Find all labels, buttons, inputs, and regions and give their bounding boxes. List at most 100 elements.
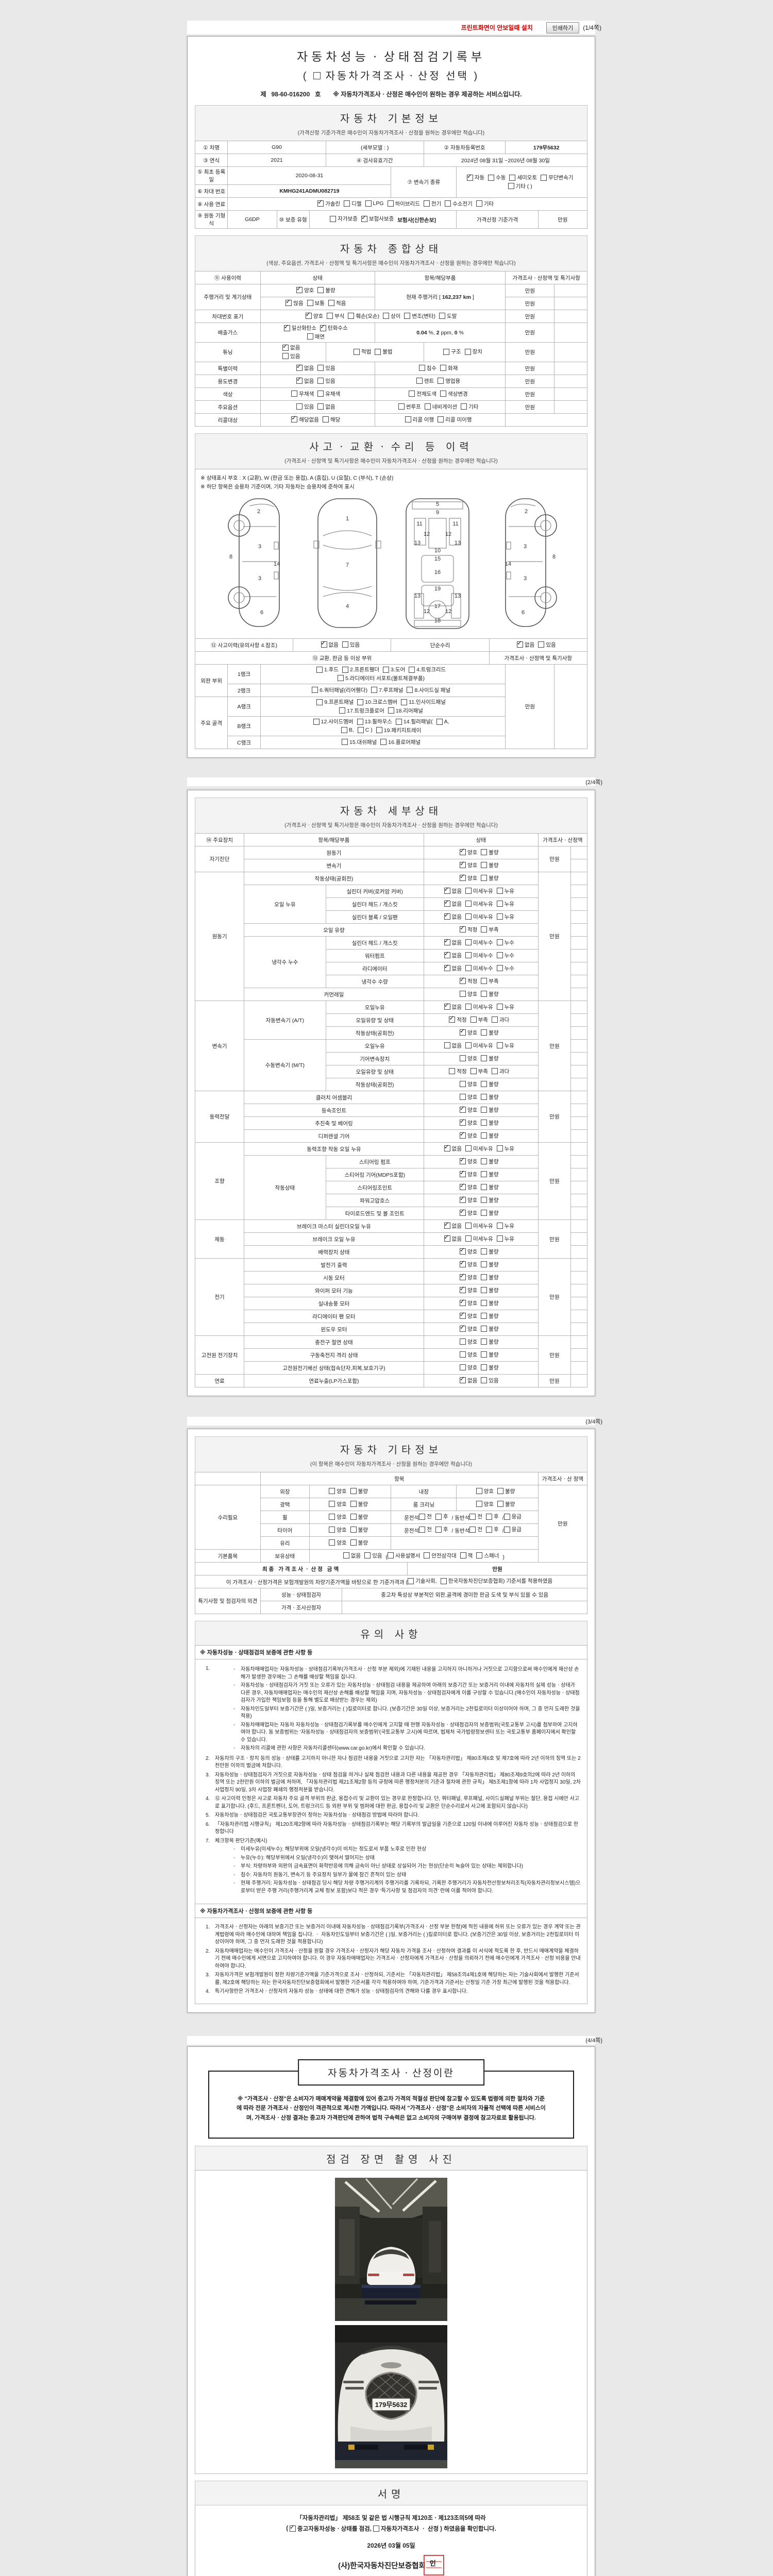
checkbox-option[interactable]: 도말 [439,312,457,320]
checkbox-checked-icon[interactable] [459,976,466,985]
checkbox-option[interactable]: 변조(변타) [404,312,435,320]
checkbox-option[interactable]: 유채색 [317,390,340,398]
checkbox-option[interactable]: 미세누유 [465,1003,493,1011]
checkbox-option[interactable]: 양호 [459,1285,477,1294]
checkbox-icon[interactable] [491,1068,498,1075]
checkbox-icon[interactable] [357,727,364,733]
checkbox-option[interactable]: 일산화탄소 [283,324,316,332]
checkbox-icon[interactable] [481,849,488,856]
checkbox-checked-icon[interactable] [459,1208,466,1216]
checkbox-icon[interactable] [296,403,303,410]
checkbox-icon[interactable] [329,1539,335,1546]
checkbox-icon[interactable] [465,1235,472,1242]
print-install-notice[interactable]: 프린트화면이 안보일때 설치 [461,24,533,31]
checkbox-icon[interactable] [419,1513,426,1520]
checkbox-icon[interactable] [329,1488,335,1495]
checkbox-option[interactable]: 상이 [383,312,400,320]
checkbox-option[interactable]: 적정 [449,1014,467,1024]
checkbox-option[interactable]: 불량 [481,849,499,856]
checkbox-checked-icon[interactable] [459,1117,466,1126]
checkbox-option[interactable]: 불량 [481,1158,499,1165]
checkbox-icon[interactable] [343,1552,349,1559]
checkbox-option[interactable]: 양호 [459,1156,477,1165]
checkbox-option[interactable]: 리콜 이행 [405,416,434,423]
checkbox-icon[interactable] [350,1527,357,1533]
checkbox-option[interactable]: 기술사회, [408,1577,437,1585]
checkbox-option[interactable]: 리콜 미이행 [438,416,472,423]
checkbox-icon[interactable] [496,1004,503,1010]
checkbox-icon[interactable] [497,1488,503,1495]
checkbox-icon[interactable] [405,416,411,423]
checkbox-option[interactable]: 많음 [285,298,304,307]
checkbox-option[interactable]: 양호 [459,1105,477,1114]
checkbox-option[interactable]: 적정 [459,976,477,985]
checkbox-icon[interactable] [317,287,324,294]
checkbox-option[interactable]: 후 [486,1526,499,1533]
checkbox-icon[interactable] [465,965,472,972]
checkbox-checked-icon[interactable] [459,1130,466,1139]
checkbox-option[interactable]: 양호 [329,1526,347,1534]
checkbox-checked-icon[interactable] [459,847,466,856]
checkbox-option[interactable]: 양호 [459,1311,477,1320]
checkbox-icon[interactable] [465,1223,472,1229]
checkbox-option[interactable]: 양호 [459,1246,477,1256]
checkbox-icon[interactable] [481,1081,488,1088]
checkbox-icon[interactable] [481,875,488,882]
checkbox-icon[interactable] [481,1171,488,1178]
checkbox-option[interactable]: 부족 [481,977,499,985]
checkbox-icon[interactable] [496,1223,503,1229]
checkbox-icon[interactable] [496,952,503,959]
checkbox-option[interactable]: 불량 [481,1312,499,1320]
checkbox-option[interactable]: 렌트 [416,377,434,385]
checkbox-option[interactable]: 미세누유 [465,913,493,921]
checkbox-option[interactable]: 불량 [497,1500,515,1508]
checkbox-icon[interactable] [350,1488,357,1495]
checkbox-icon[interactable] [371,687,378,693]
checkbox-checked-icon[interactable] [459,873,466,882]
checkbox-option[interactable]: 불량 [481,1132,499,1140]
checkbox-icon[interactable] [459,1338,466,1345]
checkbox-option[interactable]: 불량 [481,874,499,882]
checkbox-icon[interactable] [481,1377,488,1384]
checkbox-icon[interactable] [416,378,423,384]
checkbox-icon[interactable] [282,353,289,359]
checkbox-icon[interactable] [342,739,348,745]
checkbox-checked-icon[interactable] [459,1195,466,1204]
checkbox-icon[interactable] [461,403,467,410]
checkbox-icon[interactable] [459,1351,466,1358]
checkbox-icon[interactable] [423,200,430,207]
checkbox-option[interactable]: 수동 [488,174,506,181]
checkbox-icon[interactable] [404,313,411,319]
checkbox-option[interactable]: 없음 [317,403,335,411]
checkbox-icon[interactable] [444,1042,450,1049]
checkbox-icon[interactable] [350,1514,357,1520]
checkbox-option[interactable]: 미세누유 [465,1235,493,1243]
checkbox-option[interactable]: 해당없음 [291,414,319,423]
checkbox-icon[interactable] [338,675,344,681]
checkbox-option[interactable]: 불량 [481,861,499,869]
checkbox-icon[interactable] [476,200,482,207]
checkbox-icon[interactable] [481,1351,488,1358]
checkbox-checked-icon[interactable] [305,311,312,319]
checkbox-option[interactable]: 양호 [459,1208,477,1217]
checkbox-option[interactable]: 전체도색 [409,390,436,398]
checkbox-checked-icon[interactable] [444,1233,450,1242]
checkbox-option[interactable]: 양호 [459,1027,477,1037]
checkbox-icon[interactable] [465,952,472,959]
checkbox-icon[interactable] [307,300,313,307]
checkbox-icon[interactable] [407,687,413,693]
checkbox-option[interactable]: 잭 [460,1552,473,1560]
checkbox-icon[interactable] [503,1526,510,1533]
checkbox-option[interactable]: 미세누수 [465,964,493,972]
checkbox-icon[interactable] [317,391,324,397]
checkbox-option[interactable]: 불량 [481,1196,499,1204]
checkbox-checked-icon[interactable] [459,1156,466,1165]
checkbox-icon[interactable] [330,215,337,222]
checkbox-icon[interactable] [481,1132,488,1139]
checkbox-option[interactable]: 후 [486,1513,499,1520]
checkbox-icon[interactable] [383,313,390,319]
checkbox-option[interactable]: 양호 [459,1272,477,1281]
checkbox-option[interactable]: 미세누유 [465,1222,493,1230]
checkbox-icon[interactable] [459,1364,466,1371]
checkbox-icon[interactable] [459,1081,466,1088]
